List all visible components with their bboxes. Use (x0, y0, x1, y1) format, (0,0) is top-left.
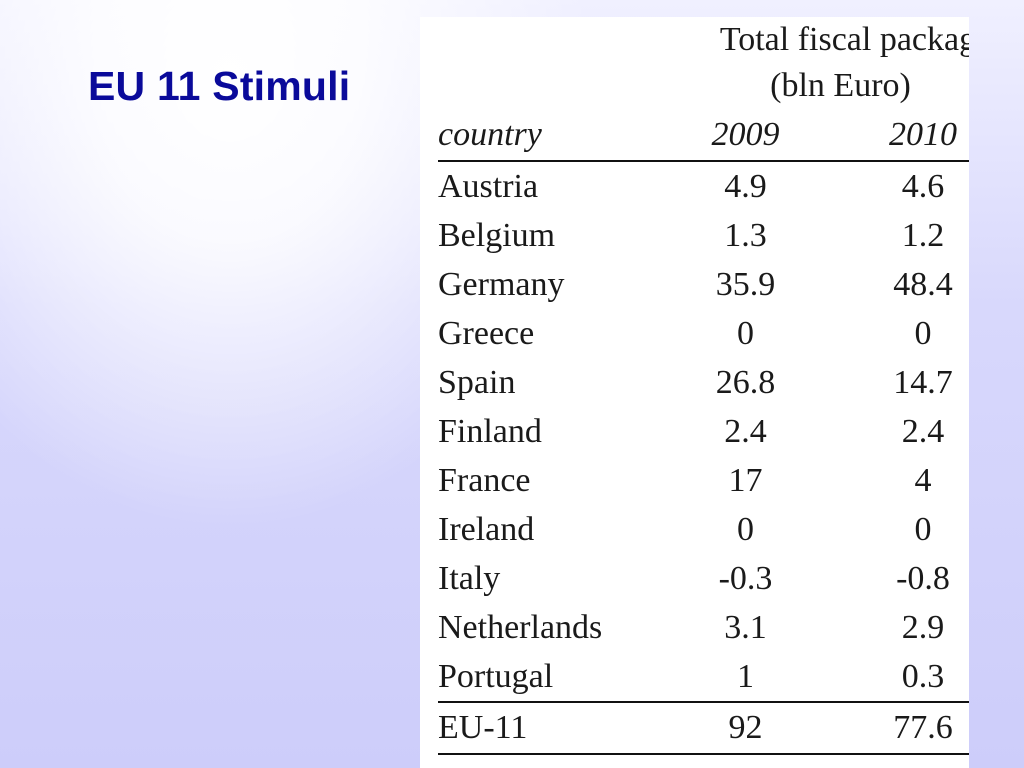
value-2010-cell: 1.2 (901, 216, 945, 254)
country-cell: Netherlands (438, 608, 603, 646)
table-header-unit: (bln Euro) (770, 67, 911, 104)
value-2009-cell: 26.8 (715, 363, 776, 401)
value-2010-cell: 2.4 (901, 412, 945, 450)
table-header-row: Total fiscal package (438, 17, 969, 62)
value-2009-cell: 1 (737, 657, 754, 695)
table-header-row: (bln Euro) (438, 62, 969, 110)
table-column-headers: country 2009 2010 (438, 110, 969, 162)
value-2009-cell: 4.9 (724, 167, 767, 205)
table-row: France 17 4 (438, 456, 969, 505)
table-header-title: Total fiscal package (719, 20, 969, 58)
value-2009-cell: 0 (737, 314, 754, 352)
table-row: Germany 35.9 48.4 (438, 260, 969, 309)
value-2010-cell: 0 (914, 510, 932, 548)
value-2009-cell: 3.1 (724, 608, 767, 646)
table-row: Spain 26.8 14.7 (438, 358, 969, 407)
table-row: Finland 2.4 2.4 (438, 407, 969, 456)
value-2009-cell: 2.4 (724, 412, 767, 450)
table-total-row: EU-11 92 77.6 (438, 701, 969, 755)
country-cell: Belgium (438, 216, 556, 254)
table-row: Greece 0 0 (438, 309, 969, 358)
total-label-cell: EU-11 (438, 701, 653, 755)
country-cell: Finland (438, 412, 542, 450)
country-cell: Portugal (438, 657, 554, 695)
value-2010-cell: 48.4 (893, 265, 953, 303)
value-2010-cell: 14.7 (893, 363, 953, 401)
fiscal-table-panel: Total fiscal package (bln Euro) country … (420, 17, 969, 768)
value-2010-cell: 0.3 (901, 657, 945, 695)
slide-title: EU 11 Stimuli (88, 63, 351, 109)
column-header-2010: 2010 (838, 110, 969, 162)
country-cell: Greece (438, 314, 535, 352)
country-cell: Spain (438, 363, 516, 401)
fiscal-package-table: Total fiscal package (bln Euro) country … (438, 17, 969, 755)
country-cell: Germany (438, 265, 565, 303)
value-2009-cell: 35.9 (715, 265, 776, 303)
value-2009-cell: -0.3 (718, 559, 773, 597)
value-2010-cell: -0.8 (896, 559, 950, 597)
value-2010-cell: 2.9 (901, 608, 945, 646)
total-2009-cell: 92 (653, 701, 838, 755)
value-2010-cell: 0 (914, 314, 932, 352)
table-row: Belgium 1.3 1.2 (438, 211, 969, 260)
country-cell: France (438, 461, 531, 499)
country-cell: Ireland (438, 510, 535, 548)
table-row: Ireland 0 0 (438, 505, 969, 554)
value-2010-cell: 4 (914, 461, 932, 499)
value-2009-cell: 0 (737, 510, 754, 548)
value-2010-cell: 4.6 (901, 167, 945, 205)
table-row: Austria 4.9 4.6 (438, 161, 969, 211)
table-row: Portugal 1 0.3 (438, 652, 969, 702)
value-2009-cell: 1.3 (724, 216, 767, 254)
table-row: Italy -0.3 -0.8 (438, 554, 969, 603)
value-2009-cell: 17 (728, 461, 763, 499)
total-2010-cell: 77.6 (838, 701, 969, 755)
column-header-country: country (438, 110, 653, 162)
column-header-2009: 2009 (653, 110, 838, 162)
table-row: Netherlands 3.1 2.9 (438, 603, 969, 652)
country-cell: Italy (438, 559, 501, 597)
country-cell: Austria (438, 167, 539, 205)
